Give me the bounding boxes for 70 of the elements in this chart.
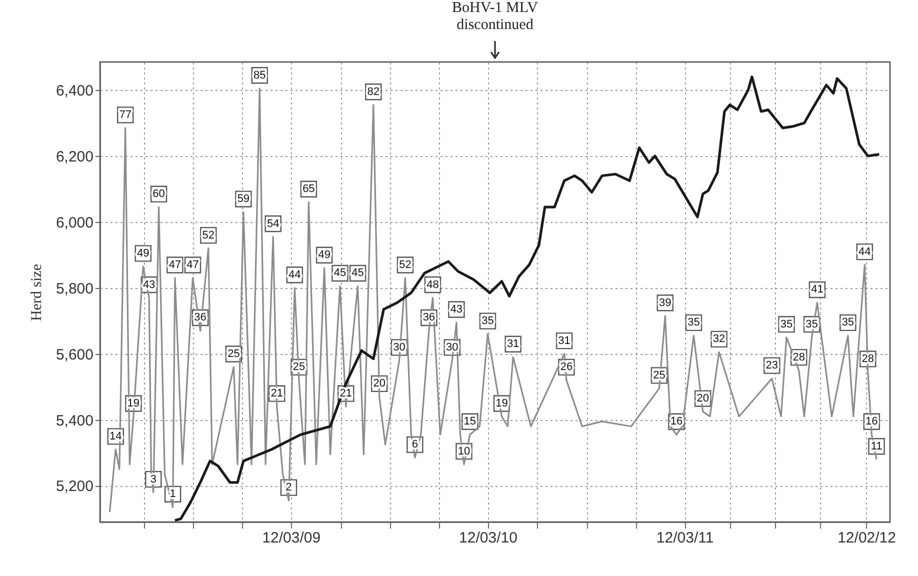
annotation: 31: [558, 334, 570, 347]
y-tick-label: 5,800: [56, 280, 94, 298]
annotation: 20: [696, 392, 710, 405]
annotation: 31: [506, 338, 520, 350]
annotation: 11: [870, 440, 882, 452]
annotation: 52: [202, 229, 215, 242]
annotation: 47: [186, 258, 199, 271]
x-tick-label: 12/03/10: [459, 530, 518, 546]
x-tick-label: 12/02/12: [838, 530, 896, 546]
annotation: 43: [450, 304, 463, 316]
annotation: 20: [373, 378, 386, 390]
annotation: 26: [560, 361, 573, 374]
annotation: 25: [292, 361, 306, 374]
annotation: 60: [152, 188, 165, 200]
annotation: 30: [446, 341, 458, 354]
annotation: 54: [266, 218, 280, 230]
text: discontinued: [456, 17, 534, 33]
x-tick-label: 12/03/11: [656, 530, 714, 546]
annotation: 1: [170, 488, 176, 500]
annotation: 25: [653, 369, 666, 382]
y-tick-label: 5,200: [56, 478, 94, 496]
annotation: 65: [302, 183, 315, 196]
y-tick-label: 6,400: [56, 82, 94, 100]
annotation: 49: [137, 247, 150, 260]
annotation: 32: [712, 333, 726, 346]
annotation: 59: [237, 193, 250, 206]
y-tick-label: 6,200: [56, 148, 94, 166]
annotation: 16: [670, 416, 683, 428]
y-tick-label: 6,000: [56, 214, 94, 232]
y-axis-title: Herd size: [28, 264, 45, 322]
annotation: 28: [792, 351, 805, 364]
annotation: 14: [110, 430, 122, 442]
annotation: 35: [688, 316, 700, 329]
annotation: 43: [142, 278, 156, 291]
annotation: 36: [194, 312, 206, 324]
annotation: 35: [482, 315, 494, 328]
annotation: 82: [367, 86, 380, 98]
annotation: 52: [399, 258, 412, 271]
annotation: 2: [286, 482, 292, 494]
annotation: 35: [806, 318, 818, 330]
annotation: 16: [866, 416, 878, 428]
y-tick-label: 5,600: [56, 346, 94, 364]
annotation: 44: [288, 268, 301, 281]
annotation: 77: [119, 108, 132, 121]
annotation: 49: [318, 249, 330, 262]
annotation: 15: [464, 416, 476, 428]
annotation: 45: [334, 267, 346, 280]
annotation: 44: [858, 246, 871, 258]
annotation: 19: [127, 397, 140, 410]
annotation: 23: [766, 360, 778, 372]
annotation: 21: [270, 388, 283, 400]
annotation: 48: [426, 278, 439, 291]
annotation: 19: [496, 397, 508, 410]
annotation: 47: [168, 258, 182, 271]
y-tick-label: 5,400: [56, 412, 94, 430]
annotation: 45: [352, 267, 364, 280]
annotation: 10: [458, 445, 470, 458]
chart-title: BoHV-1 MLV: [452, 0, 538, 16]
annotation: 35: [780, 318, 793, 330]
annotation: 21: [340, 388, 352, 400]
annotation: 85: [253, 69, 266, 82]
annotation: 36: [422, 312, 436, 324]
annotation: 25: [228, 348, 240, 360]
annotation: 41: [811, 284, 824, 296]
annotation: 30: [393, 341, 406, 354]
annotation: 6: [412, 438, 418, 451]
annotation: 28: [862, 352, 874, 365]
annotation: 39: [659, 296, 672, 309]
annotation: 35: [842, 316, 854, 329]
x-tick-label: 12/03/09: [262, 530, 321, 546]
